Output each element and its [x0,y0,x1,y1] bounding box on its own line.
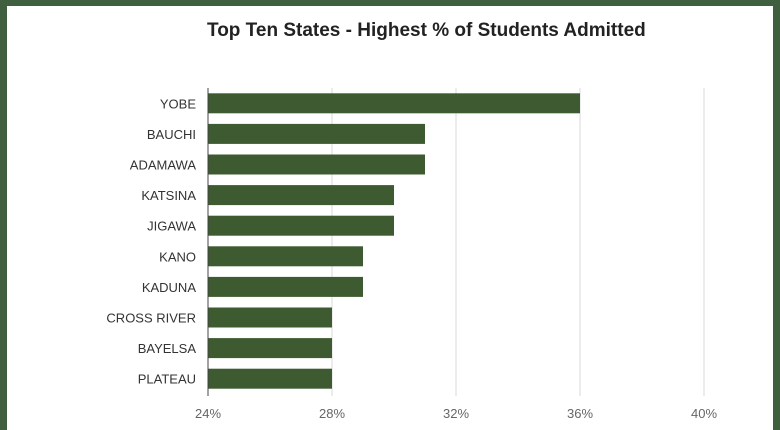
bar [208,368,332,389]
x-tick-label: 28% [319,406,345,421]
bar [208,154,425,175]
category-label: KANO [159,249,196,264]
bar [208,338,332,359]
category-label: CROSS RIVER [106,311,196,326]
category-label: BAYELSA [138,341,197,356]
bar [208,215,394,236]
category-label: JIGAWA [147,219,196,234]
category-label: KADUNA [142,280,197,295]
bar [208,185,394,206]
x-tick-label: 24% [195,406,221,421]
bar [208,276,363,297]
bar [208,93,580,114]
category-label: BAUCHI [147,127,196,142]
category-label: PLATEAU [138,372,196,387]
bar [208,307,332,328]
x-tick-label: 40% [691,406,717,421]
category-label: KATSINA [141,188,196,203]
x-tick-label: 36% [567,406,593,421]
chart-title: Top Ten States - Highest % of Students A… [207,20,646,41]
category-label: YOBE [160,96,196,111]
category-label: ADAMAWA [130,158,197,173]
bar [208,246,363,267]
bar [208,123,425,144]
x-tick-label: 32% [443,406,469,421]
